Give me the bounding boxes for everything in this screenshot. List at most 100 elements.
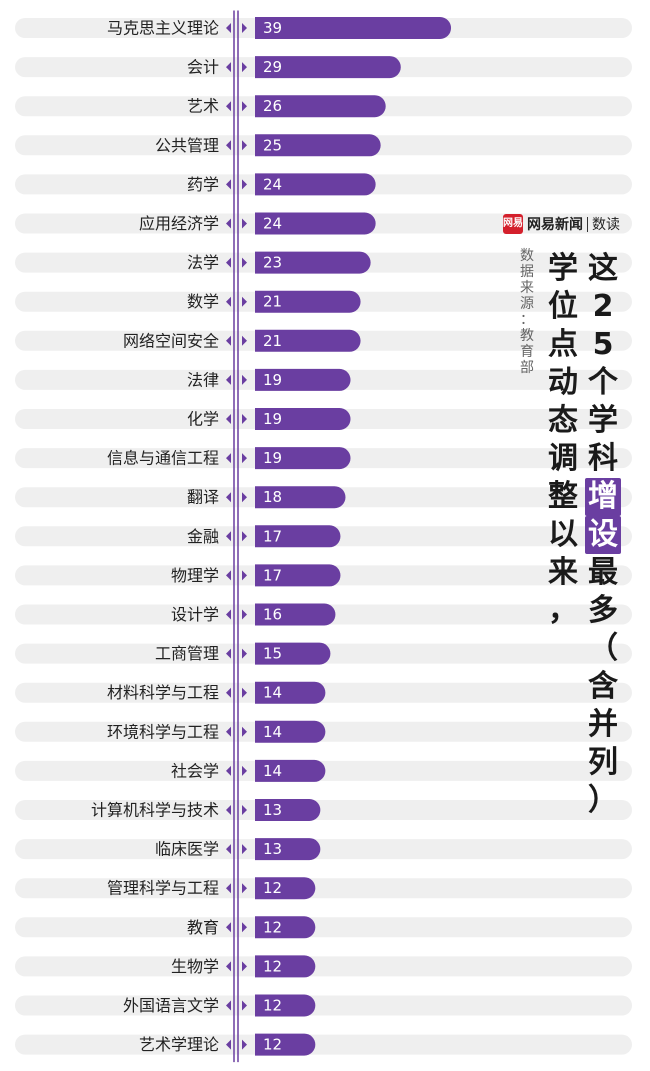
bar bbox=[255, 17, 452, 39]
vertical-char: 源 bbox=[520, 296, 534, 312]
bar-value-label: 17 bbox=[263, 527, 282, 545]
category-label: 计算机科学与技术 bbox=[91, 801, 219, 820]
category-label: 药学 bbox=[187, 175, 219, 194]
netease-logo-mark: 网易 bbox=[503, 214, 523, 234]
marker-triangle-right bbox=[242, 62, 247, 73]
marker-triangle-left bbox=[226, 179, 231, 190]
brand-sub: 数读 bbox=[592, 217, 620, 233]
marker-triangle-left bbox=[226, 257, 231, 268]
bar-value-label: 21 bbox=[263, 332, 282, 350]
vertical-char: （ bbox=[588, 631, 618, 666]
vertical-char: 增 bbox=[585, 478, 621, 516]
bar bbox=[255, 408, 351, 430]
marker-triangle-right bbox=[242, 296, 247, 307]
vertical-char: 列 bbox=[588, 745, 618, 780]
marker-triangle-left bbox=[226, 1000, 231, 1011]
chart-title-line-2: 学位点动态调整以来， bbox=[545, 250, 581, 630]
marker-triangle-left bbox=[226, 570, 231, 581]
marker-triangle-right bbox=[242, 609, 247, 620]
bar bbox=[255, 290, 361, 313]
marker-triangle-right bbox=[242, 805, 247, 815]
bar-value-label: 13 bbox=[263, 801, 282, 819]
vertical-char: 态 bbox=[548, 403, 578, 438]
marker-triangle-left bbox=[226, 23, 231, 33]
vertical-char: 部 bbox=[520, 360, 534, 376]
category-label: 应用经济学 bbox=[139, 214, 219, 233]
marker-triangle-left bbox=[226, 805, 231, 815]
bar-value-label: 24 bbox=[263, 175, 282, 193]
vertical-char: 据 bbox=[520, 264, 534, 280]
bar-value-label: 12 bbox=[263, 957, 282, 975]
marker-triangle-left bbox=[226, 414, 231, 424]
marker-triangle-left bbox=[226, 62, 231, 73]
category-label: 公共管理 bbox=[155, 136, 219, 155]
marker-triangle-left bbox=[226, 844, 231, 855]
category-label: 社会学 bbox=[171, 761, 219, 780]
marker-triangle-right bbox=[242, 101, 247, 112]
category-label: 工商管理 bbox=[155, 644, 219, 663]
bar bbox=[255, 525, 341, 548]
bar-value-label: 19 bbox=[263, 449, 282, 467]
marker-triangle-right bbox=[242, 492, 247, 503]
category-label: 网络空间安全 bbox=[123, 331, 219, 350]
brand-separator bbox=[587, 216, 588, 232]
row-track bbox=[15, 1034, 632, 1055]
vertical-char: 调 bbox=[548, 441, 578, 476]
marker-triangle-left bbox=[226, 531, 231, 542]
bar bbox=[255, 720, 326, 743]
marker-triangle-right bbox=[242, 531, 247, 542]
marker-triangle-left bbox=[226, 492, 231, 503]
vertical-char: 学 bbox=[588, 403, 618, 438]
bar bbox=[255, 955, 316, 978]
marker-triangle-right bbox=[242, 765, 247, 776]
chart-title-line-1: 这 2 5 个学科增设最多（含并列） bbox=[585, 250, 621, 820]
marker-triangle-left bbox=[226, 296, 231, 307]
category-label: 生物学 bbox=[171, 957, 219, 976]
category-label: 环境科学与工程 bbox=[107, 722, 219, 741]
marker-triangle-left bbox=[226, 687, 231, 698]
bar bbox=[255, 994, 316, 1017]
category-label: 金融 bbox=[187, 527, 219, 546]
marker-triangle-left bbox=[226, 726, 231, 737]
bar-value-label: 24 bbox=[263, 215, 282, 233]
vertical-char: 教 bbox=[520, 328, 534, 344]
marker-triangle-right bbox=[242, 257, 247, 268]
row-track bbox=[15, 878, 632, 899]
bar-value-label: 18 bbox=[263, 488, 282, 506]
bar bbox=[255, 642, 331, 665]
vertical-char: 科 bbox=[588, 441, 618, 476]
marker-triangle-left bbox=[226, 922, 231, 933]
vertical-char: 点 bbox=[548, 327, 578, 362]
category-label: 艺术 bbox=[187, 97, 219, 116]
category-label: 艺术学理论 bbox=[139, 1035, 219, 1054]
bar-value-label: 12 bbox=[263, 918, 282, 936]
marker-triangle-right bbox=[242, 648, 247, 659]
category-label: 材料科学与工程 bbox=[107, 683, 219, 702]
category-label: 物理学 bbox=[171, 566, 219, 585]
vertical-char: 数 bbox=[520, 248, 534, 264]
marker-triangle-right bbox=[242, 570, 247, 581]
bar bbox=[255, 251, 371, 274]
bar-value-label: 25 bbox=[263, 136, 282, 154]
category-label: 临床医学 bbox=[155, 840, 219, 859]
bar bbox=[255, 759, 326, 782]
category-label: 设计学 bbox=[171, 605, 219, 624]
category-label: 会计 bbox=[187, 58, 219, 77]
bar-value-label: 15 bbox=[263, 645, 282, 663]
marker-triangle-right bbox=[242, 726, 247, 737]
bar bbox=[255, 486, 346, 509]
marker-triangle-left bbox=[226, 101, 231, 112]
bar bbox=[255, 56, 401, 79]
marker-triangle-left bbox=[226, 648, 231, 659]
netease-news-logo: 网易 网易新闻 数读 bbox=[503, 213, 620, 235]
row-track bbox=[15, 995, 632, 1016]
row-track bbox=[15, 800, 632, 820]
bar bbox=[255, 877, 316, 900]
vertical-char: 设 bbox=[585, 516, 621, 554]
vertical-char: 整 bbox=[548, 479, 578, 514]
vertical-char: ） bbox=[588, 783, 618, 818]
vertical-char: 位 bbox=[548, 289, 578, 324]
category-label: 教育 bbox=[187, 918, 219, 937]
bar bbox=[255, 329, 361, 352]
